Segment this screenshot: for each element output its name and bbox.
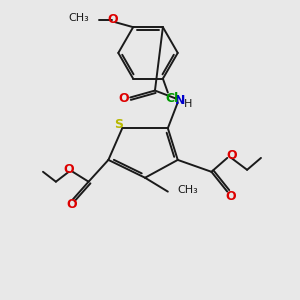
Text: O: O — [225, 190, 236, 203]
Text: CH₃: CH₃ — [69, 13, 90, 23]
Text: H: H — [184, 99, 192, 110]
Text: O: O — [66, 198, 77, 211]
Text: O: O — [107, 13, 118, 26]
Text: CH₃: CH₃ — [178, 184, 199, 195]
Text: Cl: Cl — [165, 92, 178, 105]
Text: O: O — [63, 163, 74, 176]
Text: S: S — [114, 118, 123, 131]
Text: O: O — [226, 149, 237, 162]
Text: N: N — [175, 94, 185, 107]
Text: O: O — [118, 92, 129, 105]
